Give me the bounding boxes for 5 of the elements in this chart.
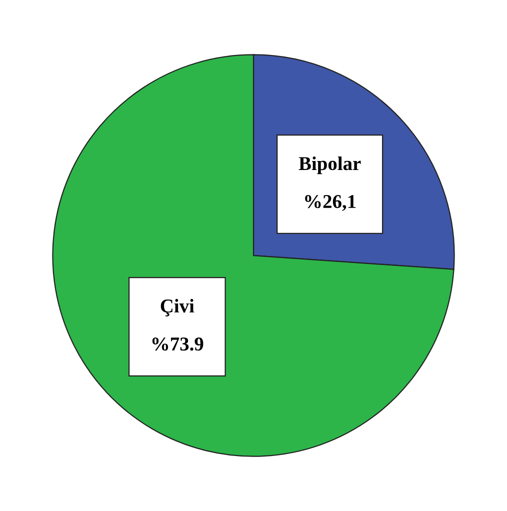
data-label: %26,1 bbox=[305, 195, 356, 211]
slice-label: Çivi bbox=[160, 298, 194, 316]
data-label: %73.9 bbox=[152, 337, 204, 351]
pie-slice bbox=[52, 54, 454, 457]
slice-label: Bipolar bbox=[298, 156, 361, 174]
